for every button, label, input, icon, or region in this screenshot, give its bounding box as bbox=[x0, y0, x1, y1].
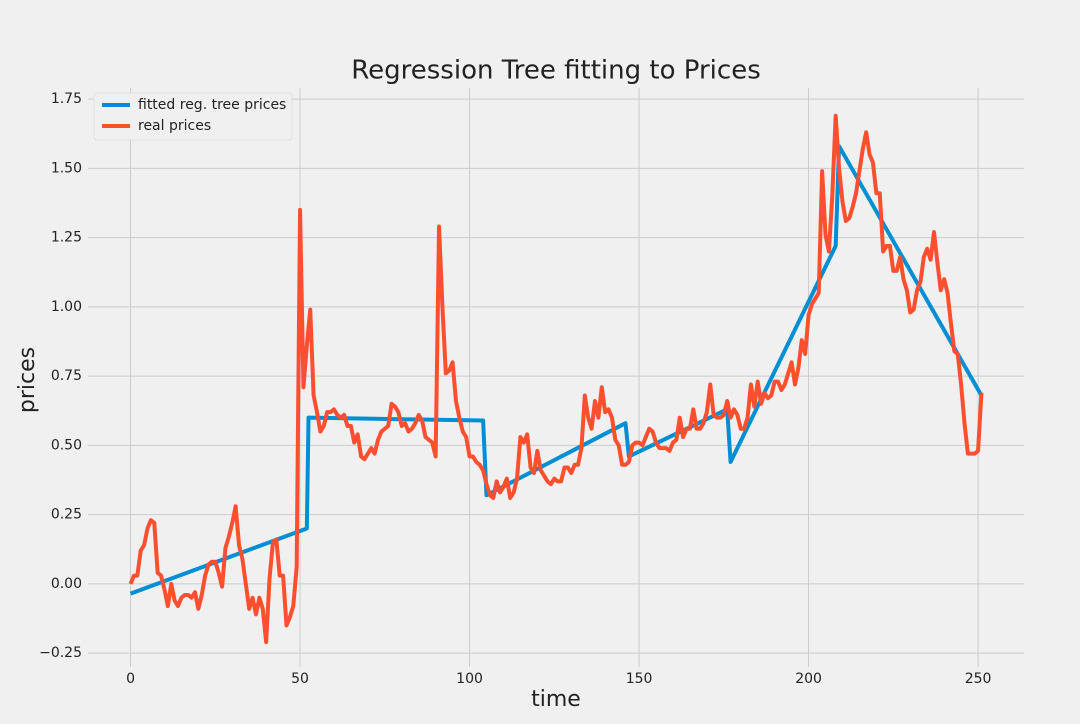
x-tick-label: 150 bbox=[626, 671, 653, 687]
y-axis-label: prices bbox=[15, 347, 40, 413]
plot-lines bbox=[128, 113, 984, 645]
y-tick-label: 0.25 bbox=[51, 507, 82, 523]
x-tick-label: 100 bbox=[456, 671, 483, 687]
x-axis-label: time bbox=[531, 687, 581, 712]
y-tick-label: 1.00 bbox=[51, 299, 82, 315]
chart-title: Regression Tree fitting to Prices bbox=[351, 56, 761, 86]
grid: 0 50 100 150 200 250 −0.25 0.00 0.25 0.50 0.75 1.00… bbox=[39, 88, 1024, 687]
y-tick-label: 0.75 bbox=[51, 368, 82, 384]
series-line bbox=[129, 144, 984, 596]
legend: fitted reg. tree prices real prices bbox=[93, 92, 293, 141]
x-tick-label: 250 bbox=[965, 671, 992, 687]
y-tick-label: 1.75 bbox=[51, 91, 82, 107]
y-tick-label: −0.25 bbox=[39, 645, 82, 661]
series-line bbox=[128, 113, 984, 645]
legend-label: real prices bbox=[138, 118, 211, 134]
y-tick-label: 0.00 bbox=[51, 576, 82, 592]
y-tick-label: 1.50 bbox=[51, 160, 82, 176]
legend-box bbox=[93, 92, 293, 141]
x-tick-label: 200 bbox=[795, 671, 822, 687]
y-tick-label: 0.50 bbox=[51, 437, 82, 453]
y-tick-label: 1.25 bbox=[51, 230, 82, 246]
x-tick-label: 50 bbox=[291, 671, 309, 687]
legend-label: fitted reg. tree prices bbox=[138, 97, 286, 113]
x-tick-label: 0 bbox=[126, 671, 135, 687]
